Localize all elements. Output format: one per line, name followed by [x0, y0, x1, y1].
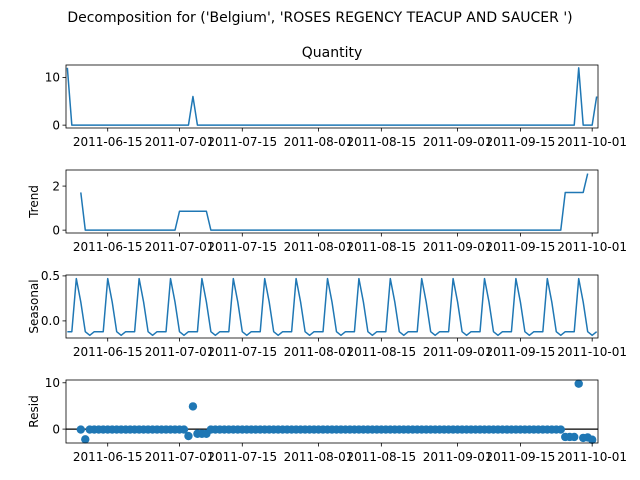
axes-frame-quantity: [65, 64, 599, 129]
x-tick-label: 2011-08-01: [284, 450, 354, 464]
x-tick-label: 2011-08-01: [284, 135, 354, 149]
axes-frame-trend: [65, 169, 599, 234]
ylabel-resid: Resid: [27, 395, 41, 427]
y-tick-label: 0.5: [41, 269, 60, 283]
axes-frame-seasonal: [65, 274, 599, 339]
y-tick-label: 10: [45, 71, 60, 85]
figure-suptitle: Decomposition for ('Belgium', 'ROSES REG…: [67, 10, 572, 26]
x-tick-label: 2011-09-15: [486, 345, 556, 359]
x-tick-label: 2011-09-15: [486, 240, 556, 254]
x-tick-label: 2011-06-15: [73, 450, 143, 464]
series-line-quantity: [66, 67, 598, 126]
x-tick-label: 2011-09-01: [423, 135, 493, 149]
resid-point: [184, 431, 193, 441]
resid-point: [556, 425, 565, 434]
x-tick-label: 2011-10-01: [557, 135, 627, 149]
x-tick-label: 2011-07-01: [145, 135, 215, 149]
panel-title-quantity: Quantity: [302, 45, 363, 61]
resid-point: [574, 379, 583, 388]
ylabel-seasonal: Seasonal: [27, 279, 41, 333]
resid-point: [179, 425, 189, 434]
resid-point: [587, 435, 597, 444]
resid-point: [188, 402, 198, 411]
series-line-seasonal: [67, 277, 598, 337]
x-tick-label: 2011-07-15: [207, 450, 277, 464]
x-tick-label: 2011-07-01: [145, 450, 215, 464]
x-tick-label: 2011-10-01: [557, 240, 627, 254]
ylabel-trend: Trend: [27, 185, 41, 219]
y-tick-label: 0: [52, 223, 60, 237]
y-tick-label: 0: [52, 422, 60, 436]
x-tick-label: 2011-10-01: [557, 345, 627, 359]
y-tick-label: 2: [52, 179, 60, 193]
resid-point: [570, 432, 579, 442]
resid-point: [76, 425, 86, 434]
x-tick-label: 2011-07-15: [207, 135, 277, 149]
x-tick-label: 2011-08-15: [346, 240, 416, 254]
x-tick-label: 2011-09-01: [423, 345, 493, 359]
x-tick-label: 2011-08-01: [284, 345, 354, 359]
x-tick-label: 2011-06-15: [73, 345, 143, 359]
x-tick-label: 2011-06-15: [73, 240, 143, 254]
resid-point: [81, 435, 90, 444]
axes-frame-resid: [65, 379, 599, 444]
x-tick-label: 2011-07-01: [145, 345, 215, 359]
x-tick-label: 2011-08-15: [346, 135, 416, 149]
x-tick-label: 2011-06-15: [73, 135, 143, 149]
x-tick-label: 2011-07-15: [207, 345, 277, 359]
x-tick-label: 2011-09-15: [486, 135, 556, 149]
x-tick-label: 2011-07-01: [145, 240, 215, 254]
series-line-trend: [80, 173, 589, 231]
x-tick-label: 2011-08-01: [284, 240, 354, 254]
x-tick-label: 2011-08-15: [346, 345, 416, 359]
x-tick-label: 2011-09-01: [423, 240, 493, 254]
x-tick-label: 2011-07-15: [207, 240, 277, 254]
y-tick-label: 0.0: [41, 314, 60, 328]
x-tick-label: 2011-10-01: [557, 450, 627, 464]
y-tick-label: 10: [45, 376, 60, 390]
y-tick-label: 0: [52, 118, 60, 132]
x-tick-label: 2011-09-15: [486, 450, 556, 464]
x-tick-label: 2011-09-01: [423, 450, 493, 464]
x-tick-label: 2011-08-15: [346, 450, 416, 464]
panel-quantity: Quantity 0 10 2011-06-15 2011-07-012011-07-1…: [45, 45, 627, 149]
